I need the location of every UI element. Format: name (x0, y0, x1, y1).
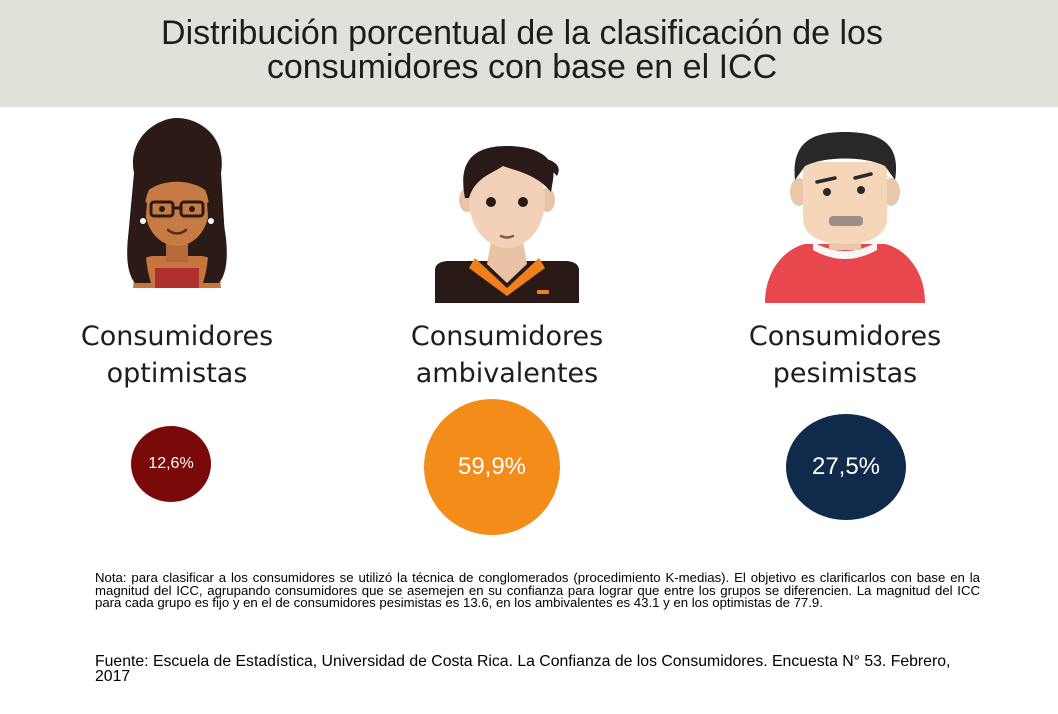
chart-title: Distribución porcentual de la clasificac… (0, 16, 1044, 84)
value-bubble-optimistas: 12,6% (131, 426, 211, 502)
category-label-line-1: Consumidores (410, 321, 604, 352)
pessimistic-man-icon (765, 132, 925, 303)
data-label: 59,9% (457, 453, 527, 480)
data-label: 12,6% (148, 455, 194, 472)
category-label-line-1: Consumidores (80, 321, 274, 352)
category-label-line-1: Consumidores (748, 321, 942, 352)
value-bubble-pesimistas: 27,5% (786, 414, 906, 520)
chart-title-line-1: Distribución porcentual de la clasificac… (161, 14, 883, 52)
category-label-line-2: pesimistas (772, 358, 918, 389)
category-label: Consumidores ambivalentes (357, 318, 657, 392)
category-label-line-2: optimistas (106, 358, 248, 389)
category-label: Consumidores pesimistas (695, 318, 995, 392)
category-label: Consumidores optimistas (27, 318, 327, 392)
source-note: Fuente: Escuela de Estadística, Universi… (95, 653, 951, 685)
data-label: 27,5% (811, 453, 881, 480)
ambivalent-man-icon (435, 146, 579, 303)
title-banner (0, 0, 1058, 107)
methodology-note: Nota: para clasificar a los consumidores… (95, 570, 980, 610)
chart-title-line-2: consumidores con base en el ICC (266, 48, 778, 86)
category-label-line-2: ambivalentes (415, 358, 599, 389)
value-bubble-ambivalentes: 59,9% (424, 399, 560, 535)
optimistic-woman-icon (127, 118, 227, 288)
